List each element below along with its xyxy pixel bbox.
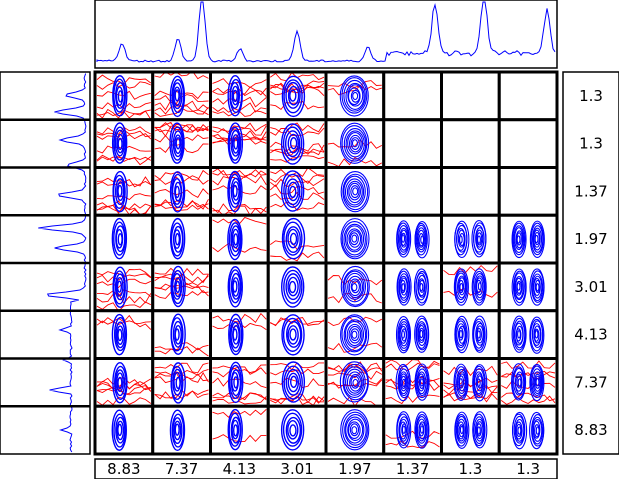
row-label: 1.3 (579, 87, 603, 105)
column-label: 7.37 (165, 460, 198, 478)
contour-cell (209, 404, 270, 456)
top-1d-projection (94, 0, 558, 69)
contour-cell (209, 213, 270, 265)
contour-cell (324, 166, 386, 217)
contour-cell (266, 70, 328, 122)
contour-cell (324, 309, 386, 360)
contour-cell (209, 309, 270, 360)
contour-cell (266, 261, 328, 313)
contour-cell (151, 309, 212, 360)
contour-cell (93, 261, 155, 313)
column-label: 1.3 (516, 460, 540, 478)
contour-cell (151, 357, 212, 408)
contour-cell (151, 404, 212, 456)
contour-cell (382, 213, 443, 265)
contour-cell (93, 357, 155, 408)
contour-cell (151, 166, 212, 217)
row-label: 1.97 (574, 230, 607, 248)
left-1d-projection (0, 71, 91, 455)
row-label: 3.01 (574, 278, 607, 296)
contour-cell (209, 357, 270, 408)
contour-cell (440, 404, 501, 456)
contour-cell (266, 404, 328, 456)
top-spectrum-trace (96, 1, 556, 63)
contour-cell (324, 261, 386, 313)
row-label: 8.83 (574, 421, 607, 439)
contour-cell (324, 357, 386, 408)
contour-cell (93, 404, 155, 456)
row-label: 1.37 (574, 182, 607, 200)
contour-cell (151, 261, 212, 313)
contour-cell (382, 118, 443, 169)
contour-cell (497, 309, 559, 360)
contour-cell (497, 166, 559, 217)
contour-cell (151, 213, 212, 265)
column-label: 4.13 (223, 460, 256, 478)
contour-cell (440, 70, 501, 122)
contour-cell (440, 357, 501, 408)
row-label: 4.13 (574, 326, 607, 344)
contour-cell (382, 309, 443, 360)
contour-cell (209, 70, 270, 122)
contour-cell (497, 404, 559, 456)
contour-cell (151, 70, 212, 122)
contour-cell (497, 118, 559, 169)
contour-cell (440, 166, 501, 217)
contour-cell (324, 213, 386, 265)
contour-cell (382, 357, 443, 408)
contour-cell (266, 118, 328, 169)
column-label: 8.83 (107, 460, 140, 478)
contour-cell (93, 118, 155, 169)
contour-cell (382, 261, 443, 313)
contour-matrix (93, 70, 559, 456)
contour-cell (93, 70, 155, 122)
contour-cell (93, 213, 155, 265)
contour-cell (324, 70, 386, 122)
contour-cell (497, 70, 559, 122)
contour-cell (266, 357, 328, 408)
contour-cell (440, 261, 501, 313)
contour-cell (209, 118, 270, 169)
contour-cell (382, 70, 443, 122)
column-label: 1.97 (338, 460, 371, 478)
contour-cell (266, 166, 328, 217)
contour-cell (151, 118, 212, 169)
row-label: 1.3 (579, 135, 603, 153)
contour-cell (93, 166, 155, 217)
contour-cell (497, 261, 559, 313)
contour-cell (93, 309, 155, 360)
contour-cell (440, 213, 501, 265)
contour-cell (209, 261, 270, 313)
contour-cell (266, 213, 328, 265)
contour-cell (324, 404, 386, 456)
contour-cell (440, 309, 501, 360)
contour-cell (440, 118, 501, 169)
contour-cell (382, 166, 443, 217)
column-label-row: 8.83 7.37 4.13 3.01 1.97 1.37 1.3 1.3 (94, 458, 558, 479)
row-label: 7.37 (574, 373, 607, 391)
contour-cell (497, 357, 559, 408)
column-label: 3.01 (280, 460, 313, 478)
contour-cell (266, 309, 328, 360)
column-label: 1.37 (396, 460, 429, 478)
column-label: 1.3 (458, 460, 482, 478)
contour-cell (209, 166, 270, 217)
contour-cell (497, 213, 559, 265)
contour-cell (324, 118, 386, 169)
row-label-column: 1.3 1.3 1.37 1.97 3.01 4.13 7.37 8.83 (562, 71, 619, 455)
contour-cell (382, 404, 443, 456)
